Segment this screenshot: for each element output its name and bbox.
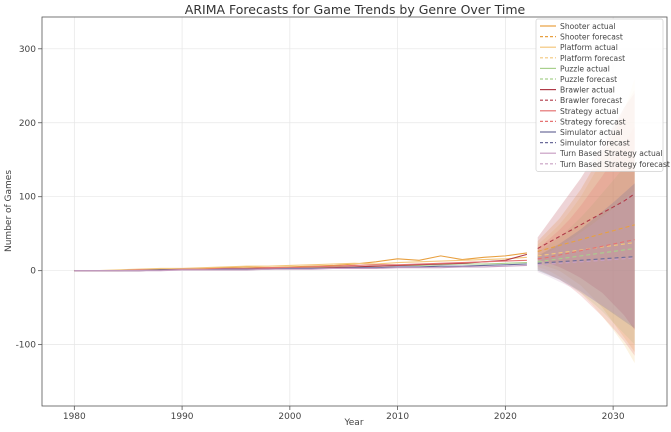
y-tick-label: 100 bbox=[19, 193, 36, 203]
legend-label: Puzzle actual bbox=[560, 64, 610, 73]
legend-label: Puzzle forecast bbox=[560, 75, 617, 84]
plot-frame bbox=[41, 16, 668, 407]
chart-title: ARIMA Forecasts for Game Trends by Genre… bbox=[185, 2, 526, 17]
y-tick-label: 0 bbox=[30, 267, 36, 277]
y-tick-label: 200 bbox=[19, 119, 36, 129]
x-tick-label: 2010 bbox=[386, 412, 409, 422]
legend-label: Turn Based Strategy forecast bbox=[559, 160, 670, 169]
forecast-line-simulator bbox=[537, 256, 635, 264]
forecast-line-strategy bbox=[537, 239, 635, 260]
y-axis-label: Number of Games bbox=[4, 170, 14, 252]
forecast-line-platform bbox=[537, 242, 635, 257]
forecast-line-shooter bbox=[537, 224, 635, 252]
x-tick-label: 2020 bbox=[494, 412, 517, 422]
legend-label: Shooter actual bbox=[560, 22, 616, 31]
confidence-band-simulator bbox=[537, 183, 635, 329]
legend-label: Simulator forecast bbox=[560, 139, 630, 148]
x-tick-label: 1990 bbox=[171, 412, 194, 422]
legend-label: Platform actual bbox=[560, 43, 618, 52]
x-axis-label: Year bbox=[343, 418, 363, 428]
legend-label: Brawler actual bbox=[560, 86, 615, 95]
actual-line-platform bbox=[74, 256, 527, 272]
x-tick-label: 2030 bbox=[602, 412, 625, 422]
legend-label: Shooter forecast bbox=[560, 33, 623, 42]
forecast-line-turn-based-strategy bbox=[537, 257, 635, 266]
x-tick-label: 1980 bbox=[63, 412, 86, 422]
legend-label: Brawler forecast bbox=[560, 96, 622, 105]
axis-ticks: 1980 1990 2000 2010 2020 2030 -100 0 100 200 300 bbox=[16, 45, 625, 422]
series-lines bbox=[74, 193, 635, 272]
y-tick-label: 300 bbox=[19, 45, 36, 55]
confidence-band-puzzle bbox=[537, 152, 635, 345]
legend-label: Strategy actual bbox=[560, 107, 618, 116]
confidence-band-turn-based-strategy bbox=[537, 190, 635, 327]
forecast-line-brawler bbox=[537, 193, 635, 249]
x-tick-label: 2000 bbox=[278, 412, 301, 422]
legend-label: Simulator actual bbox=[560, 128, 622, 137]
legend-label: Platform forecast bbox=[560, 54, 625, 63]
forecast-line-puzzle bbox=[537, 247, 635, 263]
y-tick-label: -100 bbox=[16, 341, 37, 351]
legend-label: Turn Based Strategy actual bbox=[559, 149, 663, 158]
legend-box bbox=[535, 18, 664, 172]
legend-label: Strategy forecast bbox=[560, 117, 626, 126]
actual-line-turn-based-strategy bbox=[74, 264, 527, 272]
confidence-band-strategy bbox=[537, 126, 635, 356]
